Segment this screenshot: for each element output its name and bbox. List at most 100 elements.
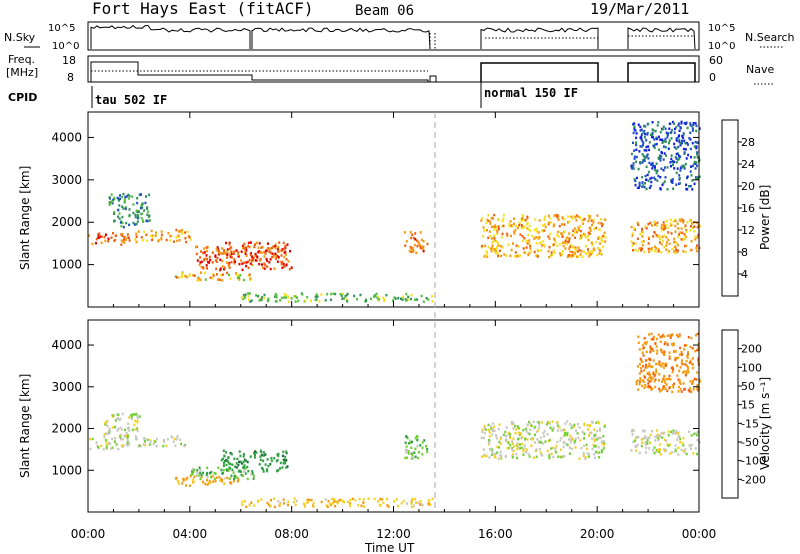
scatter-cell-power-9 bbox=[635, 148, 638, 151]
scatter-cell-power-8 bbox=[660, 223, 663, 227]
scatter-cell-vel-10 bbox=[282, 498, 285, 501]
scatter-cell-vel-6 bbox=[414, 455, 417, 459]
scatter-cell-power-9 bbox=[678, 140, 681, 144]
scatter-cell-vel-7 bbox=[566, 420, 569, 423]
scatter-cell-vel-1 bbox=[108, 431, 111, 434]
scatter-cell-power-2 bbox=[167, 231, 170, 235]
cpid-mode-1: tau 502 IF bbox=[95, 93, 167, 107]
scatter-cell-power-3 bbox=[258, 262, 261, 266]
scatter-cell-power-1 bbox=[128, 214, 131, 217]
scatter-cell-vel-4 bbox=[199, 469, 202, 472]
scatter-cell-vel-9 bbox=[687, 353, 689, 356]
scatter-cell-vel-2 bbox=[154, 440, 157, 443]
scatter-cell-vel-9 bbox=[663, 353, 666, 356]
scatter-cell-vel-4 bbox=[192, 470, 195, 473]
scatter-cell-vel-7 bbox=[591, 420, 594, 424]
scatter-cell-vel-4 bbox=[251, 470, 254, 473]
scatter-cell-power-3 bbox=[263, 255, 266, 258]
scatter-cell-power-7 bbox=[535, 230, 538, 233]
scatter-cell-power-10 bbox=[383, 298, 386, 301]
scatter-cell-power-9 bbox=[645, 149, 648, 152]
scatter-cell-vel-7 bbox=[587, 455, 590, 458]
scatter-cell-power-3 bbox=[252, 258, 255, 261]
scatter-cell-vel-8 bbox=[656, 449, 659, 452]
scatter-cell-vel-9 bbox=[641, 360, 644, 364]
scatter-cell-vel-10 bbox=[349, 498, 352, 501]
scatter-cell-vel-1 bbox=[119, 435, 122, 439]
scatter-cell-vel-6 bbox=[405, 456, 408, 459]
scatter-cell-power-8 bbox=[684, 235, 687, 238]
scatter-cell-vel-7 bbox=[543, 430, 546, 433]
scatter-cell-vel-9 bbox=[659, 336, 662, 339]
scatter-cell-power-6 bbox=[421, 245, 424, 249]
scatter-cell-power-8 bbox=[685, 230, 688, 233]
scatter-cell-power-7 bbox=[561, 241, 564, 244]
scatter-cell-power-1 bbox=[113, 212, 116, 215]
scatter-cell-vel-7 bbox=[557, 455, 560, 458]
scatter-cell-vel-9 bbox=[649, 358, 652, 362]
scatter-cell-power-6 bbox=[410, 236, 413, 240]
scatter-cell-power-9 bbox=[689, 124, 692, 127]
scatter-cell-vel-7 bbox=[548, 421, 551, 424]
scatter-cell-power-2 bbox=[180, 228, 183, 232]
scatter-cell-vel-9 bbox=[684, 363, 687, 366]
scatter-cell-power-3 bbox=[203, 251, 206, 254]
scatter-cell-power-5 bbox=[225, 252, 228, 255]
scatter-cell-power-3 bbox=[206, 249, 208, 253]
scatter-cell-vel-7 bbox=[507, 441, 510, 445]
scatter-cell-vel-9 bbox=[682, 371, 685, 374]
scatter-cell-vel-5 bbox=[222, 449, 225, 452]
scatter-cell-vel-7 bbox=[587, 453, 590, 456]
scatter-cell-power-3 bbox=[215, 267, 218, 271]
scatter-cell-power-0 bbox=[128, 239, 131, 242]
scatter-cell-power-7 bbox=[590, 250, 593, 253]
scatter-cell-power-3 bbox=[221, 265, 224, 268]
power-panel-data bbox=[88, 120, 701, 303]
scatter-cell-vel-7 bbox=[547, 439, 550, 443]
scatter-cell-power-9 bbox=[686, 175, 689, 178]
scatter-cell-vel-1 bbox=[128, 429, 131, 432]
scatter-cell-vel-7 bbox=[527, 452, 530, 456]
x-tick-label: 20:00 bbox=[580, 527, 615, 541]
scatter-cell-power-8 bbox=[656, 221, 659, 225]
scatter-cell-power-7 bbox=[519, 233, 522, 236]
scatter-cell-vel-6 bbox=[404, 456, 407, 460]
scatter-cell-power-7 bbox=[550, 221, 553, 224]
scatter-cell-power-2 bbox=[141, 239, 144, 242]
scatter-cell-power-7 bbox=[525, 246, 528, 249]
scatter-cell-power-5 bbox=[247, 241, 250, 245]
scatter-cell-power-9 bbox=[659, 159, 662, 162]
scatter-cell-power-3 bbox=[237, 255, 240, 258]
scatter-cell-vel-8 bbox=[677, 446, 680, 450]
scatter-cell-vel-9 bbox=[644, 383, 647, 387]
scatter-cell-vel-9 bbox=[644, 366, 647, 369]
scatter-cell-vel-10 bbox=[283, 502, 285, 505]
scatter-cell-power-7 bbox=[501, 224, 504, 228]
scatter-cell-vel-7 bbox=[591, 447, 594, 451]
scatter-cell-power-6 bbox=[404, 244, 407, 247]
scatter-cell-power-7 bbox=[481, 217, 484, 220]
scatter-cell-power-7 bbox=[493, 213, 496, 217]
scatter-cell-vel-7 bbox=[505, 438, 508, 441]
scatter-cell-vel-7 bbox=[559, 448, 562, 452]
y-tick-label: 4000 bbox=[51, 338, 82, 352]
scatter-cell-power-9 bbox=[652, 129, 655, 132]
scatter-cell-power-10 bbox=[283, 293, 286, 296]
scatter-cell-power-8 bbox=[694, 238, 697, 241]
scatter-cell-vel-9 bbox=[679, 366, 682, 369]
scatter-cell-vel-5 bbox=[227, 460, 229, 463]
scatter-cell-power-8 bbox=[641, 235, 644, 238]
scatter-cell-vel-7 bbox=[522, 449, 525, 453]
scatter-cell-power-4 bbox=[185, 275, 188, 279]
scatter-cell-power-9 bbox=[694, 122, 697, 125]
scatter-cell-power-1 bbox=[137, 215, 140, 219]
scatter-cell-power-10 bbox=[370, 297, 372, 301]
scatter-cell-power-10 bbox=[422, 300, 425, 303]
scatter-cell-power-7 bbox=[485, 221, 488, 225]
scatter-cell-vel-7 bbox=[507, 431, 510, 435]
scatter-cell-vel-9 bbox=[665, 383, 668, 386]
scatter-cell-vel-10 bbox=[386, 497, 388, 501]
scatter-cell-power-7 bbox=[527, 233, 530, 237]
scatter-cell-vel-4 bbox=[228, 477, 231, 480]
scatter-cell-power-8 bbox=[682, 250, 685, 253]
